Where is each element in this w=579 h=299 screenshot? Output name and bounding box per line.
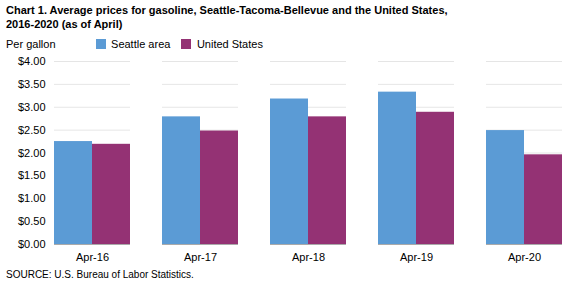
html-text:2016-2020 (as of April): 2016-2020 (as of April) xyxy=(6,18,123,30)
html-text:SOURCE: U.S. Bureau of Labor S: SOURCE: U.S. Bureau of Labor Statistics. xyxy=(6,269,194,280)
svg-text:$0.00: $0.00 xyxy=(18,238,46,250)
svg-text:$3.50: $3.50 xyxy=(18,78,46,90)
svg-text:Apr-17: Apr-17 xyxy=(184,251,217,263)
svg-text:$4.00: $4.00 xyxy=(18,55,46,67)
svg-text:$2.00: $2.00 xyxy=(18,147,46,159)
svg-text:Apr-20: Apr-20 xyxy=(508,251,541,263)
html-text:Chart 1. Average prices for ga: Chart 1. Average prices for gasoline, Se… xyxy=(6,4,448,16)
svg-text:$0.50: $0.50 xyxy=(18,215,46,227)
html-text:Per gallon: Per gallon xyxy=(6,38,56,50)
svg-text:$2.50: $2.50 xyxy=(18,124,46,136)
svg-text:Apr-19: Apr-19 xyxy=(400,251,433,263)
html-text:United States: United States xyxy=(196,38,263,50)
svg-text:$1.00: $1.00 xyxy=(18,192,46,204)
svg-text:Apr-18: Apr-18 xyxy=(292,251,325,263)
svg-text:Apr-16: Apr-16 xyxy=(76,251,109,263)
svg-text:$1.50: $1.50 xyxy=(18,169,46,181)
html-text:Seattle area: Seattle area xyxy=(111,38,171,50)
svg-text:$3.00: $3.00 xyxy=(18,101,46,113)
